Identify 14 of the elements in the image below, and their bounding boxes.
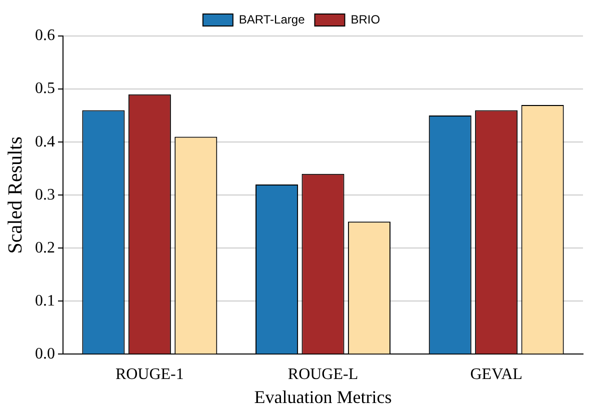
y-tick-label: 0.0: [35, 345, 55, 362]
y-tick-label: 0.3: [35, 186, 55, 204]
y-tick-label: 0.6: [35, 27, 55, 44]
x-tick-label: ROUGE-1: [115, 366, 184, 384]
x-tick-label: ROUGE-L: [288, 366, 358, 384]
y-tick-label: 0.5: [35, 80, 55, 98]
y-tick-label: 0.4: [35, 133, 55, 150]
legend-label: BART-Large: [238, 12, 306, 26]
x-tick-label: GEVAL: [470, 366, 522, 384]
y-tick-label: 0.1: [35, 292, 55, 310]
y-tick-label: 0.2: [35, 239, 55, 256]
y-axis-title: Scaled Results: [4, 136, 26, 254]
x-axis-title: Evaluation Metrics: [254, 386, 392, 407]
legend-label: BRIO: [350, 12, 380, 26]
